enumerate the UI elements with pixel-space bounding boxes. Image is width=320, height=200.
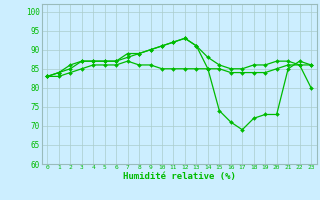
X-axis label: Humidité relative (%): Humidité relative (%) <box>123 172 236 181</box>
